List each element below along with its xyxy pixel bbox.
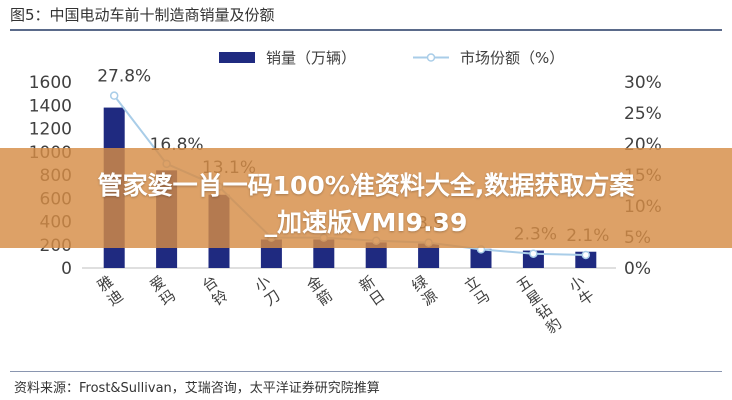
share-point xyxy=(109,91,119,100)
y-right-tick-label: 0% xyxy=(624,259,651,279)
data-label: 27.8% xyxy=(97,67,151,87)
legend-line-marker xyxy=(426,53,436,62)
bottom-rule xyxy=(10,371,722,372)
y-left-tick-label: 0 xyxy=(61,259,72,279)
category-label: 绿源 xyxy=(408,272,440,309)
bar xyxy=(470,248,492,268)
category-label: 爱玛 xyxy=(146,272,178,309)
category-label: 台铃 xyxy=(199,272,231,309)
figure-title: 图5：中国电动车前十制造商销量及份额 xyxy=(10,6,275,24)
category-label: 小刀 xyxy=(251,272,283,309)
overlay-text-line2: _加速版VMI9.39 xyxy=(264,208,468,237)
top-rule xyxy=(10,29,722,31)
legend-bar-swatch xyxy=(219,52,255,63)
y-left-tick-label: 1400 xyxy=(29,96,72,116)
y-right-tick-label: 25% xyxy=(624,104,662,124)
source-note: 资料来源：Frost&Sullivan，艾瑞咨询，太平洋证券研究院推算 xyxy=(14,381,380,396)
legend-line-label: 市场份额（%） xyxy=(460,49,564,67)
legend-bar-label: 销量（万辆） xyxy=(266,49,356,67)
overlay-text-line1: 管家婆一肖一码100%准资料大全,数据获取方案 xyxy=(97,171,635,200)
category-label: 金箭 xyxy=(304,272,336,309)
share-point xyxy=(529,249,538,258)
bar xyxy=(418,243,440,268)
bar xyxy=(365,242,387,268)
y-left-tick-label: 1600 xyxy=(29,73,72,93)
category-label: 五星钻豹 xyxy=(513,272,565,337)
category-label: 立马 xyxy=(461,272,493,309)
share-point xyxy=(581,250,591,260)
overlay-banner: 管家婆一肖一码100%准资料大全,数据获取方案 _加速版VMI9.39 xyxy=(0,148,732,248)
category-label: 小牛 xyxy=(566,272,598,309)
y-left-tick-label: 1200 xyxy=(29,120,72,140)
bar xyxy=(522,250,544,268)
category-label: 新日 xyxy=(356,272,388,309)
category-label: 雅迪 xyxy=(94,272,126,309)
y-right-tick-label: 30% xyxy=(624,73,662,93)
